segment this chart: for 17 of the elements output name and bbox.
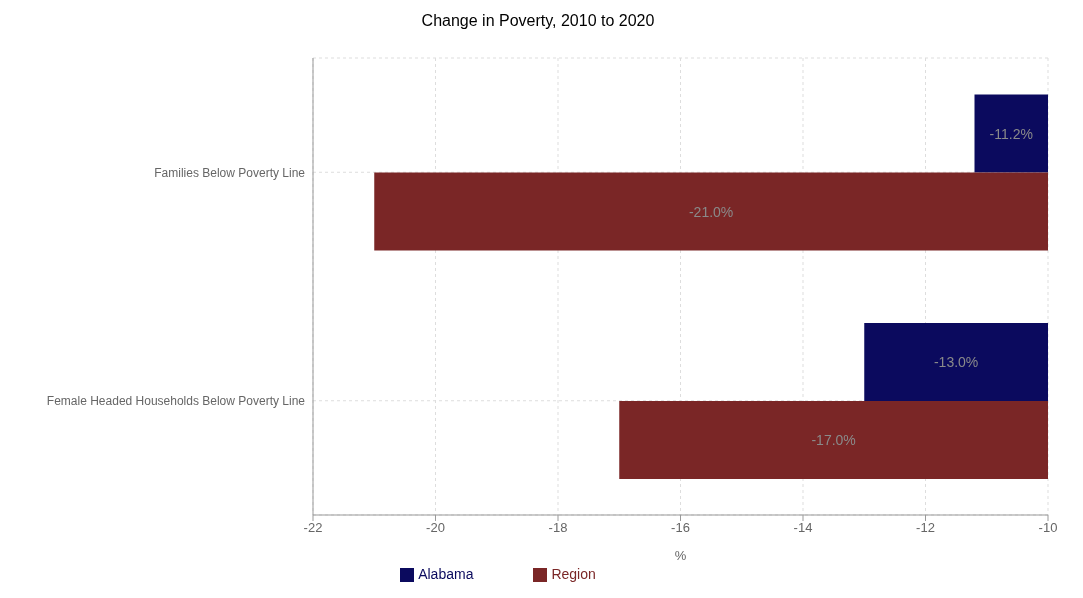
legend-label: Alabama	[418, 566, 474, 582]
data-label: -13.0%	[933, 354, 979, 371]
x-tick-label: -16	[671, 520, 690, 536]
x-tick-label: -10	[1038, 520, 1058, 536]
legend-label: Region	[551, 566, 596, 582]
x-tick-label: -18	[548, 520, 568, 536]
x-tick-label: -12	[916, 520, 935, 536]
chart-title: Change in Poverty, 2010 to 2020	[420, 12, 656, 30]
x-axis-title: %	[674, 548, 687, 563]
data-label: -21.0%	[688, 203, 734, 220]
x-tick-label: -20	[426, 520, 445, 536]
y-tick-label: Families Below Poverty Line	[154, 165, 306, 180]
data-label: -11.2%	[989, 125, 1033, 142]
x-tick-label: -14	[793, 520, 813, 536]
x-tick-label: -22	[303, 520, 323, 536]
y-tick-label: Female Headed Households Below Poverty Line	[46, 394, 306, 409]
data-label: -17.0%	[811, 432, 856, 449]
